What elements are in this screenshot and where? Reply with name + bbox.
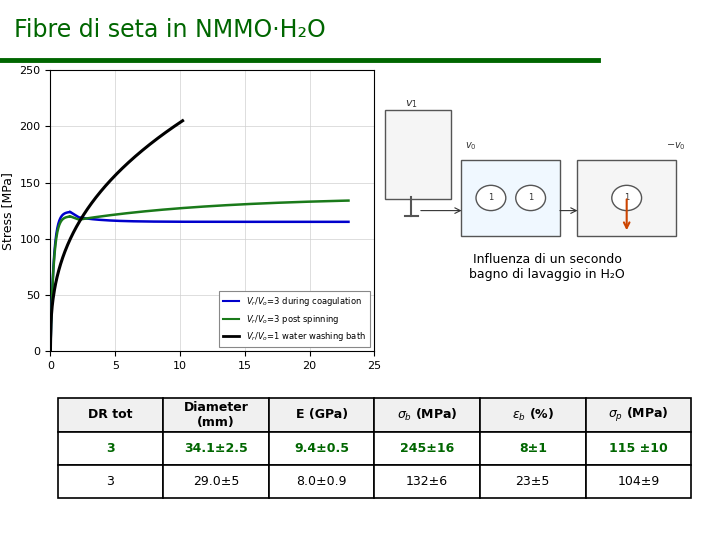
Text: $v_1$: $v_1$ [405,98,418,110]
Y-axis label: Stress [MPa]: Stress [MPa] [1,172,14,249]
FancyBboxPatch shape [385,110,451,199]
Text: 1: 1 [624,193,629,202]
FancyBboxPatch shape [461,160,560,236]
FancyBboxPatch shape [577,160,676,236]
Legend: $V_r/V_o$=3 during coagulation, $V_r/V_o$=3 post spinning, $V_r/V_o$=1 water was: $V_r/V_o$=3 during coagulation, $V_r/V_o… [219,291,370,347]
Text: 1: 1 [528,193,534,202]
Circle shape [516,185,546,211]
Text: $v_0$: $v_0$ [465,140,477,152]
Text: Fibre di seta in NMMO·H₂O: Fibre di seta in NMMO·H₂O [14,18,326,42]
Text: $-v_0$: $-v_0$ [667,140,686,152]
Text: 1: 1 [488,193,493,202]
Circle shape [612,185,642,211]
Circle shape [476,185,505,211]
Text: Influenza di un secondo
bagno di lavaggio in H₂O: Influenza di un secondo bagno di lavaggi… [469,253,625,281]
